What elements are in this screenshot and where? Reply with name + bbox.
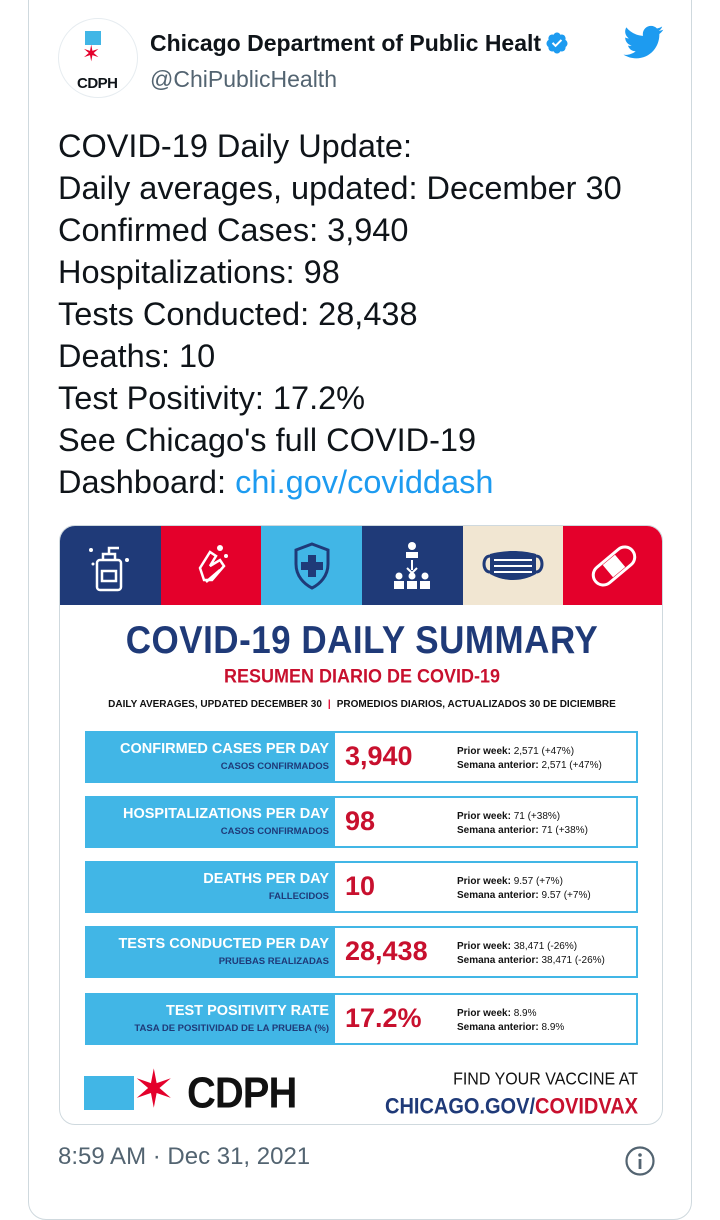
stat-value-box: 3,940 Prior week: 2,571 (+47%) Semana ant…	[335, 731, 638, 783]
updated-es: PROMEDIOS DIARIOS, ACTUALIZADOS 30 DE DI…	[336, 699, 616, 710]
stat-row-tests: TESTS CONDUCTED PER DAY PRUEBAS REALIZAD…	[85, 926, 638, 978]
vaccine-find-text: FIND YOUR VACCINE AT	[453, 1070, 638, 1089]
summary-title: COVID-19 DAILY SUMMARY	[125, 619, 599, 662]
tweet-media-image[interactable]: COVID-19 DAILY SUMMARY RESUMEN DIARIO DE…	[59, 525, 663, 1125]
dashboard-prefix: Dashboard:	[58, 464, 236, 500]
stat-label: DEATHS PER DAY	[203, 871, 329, 887]
avatar[interactable]: ✶ CDPH	[58, 18, 138, 98]
dashboard-link[interactable]: chi.gov/coviddash	[235, 464, 494, 500]
tweet-line: Test Positivity: 17.2%	[58, 380, 366, 416]
stat-label-box: CONFIRMED CASES PER DAY CASOS CONFIRMADO…	[85, 731, 335, 783]
bandage-icon	[563, 526, 662, 605]
stat-label-box: TEST POSITIVITY RATE TASA DE POSITIVIDAD…	[85, 993, 335, 1045]
avatar-flag-icon	[85, 31, 101, 45]
stat-sublabel: TASA DE POSITIVIDAD DE LA PRUEBA (%)	[134, 1023, 329, 1034]
avatar-text: CDPH	[77, 75, 118, 92]
stat-label: HOSPITALIZATIONS PER DAY	[123, 806, 329, 822]
stat-row-hospitalizations: HOSPITALIZATIONS PER DAY CASOS CONFIRMAD…	[85, 796, 638, 848]
stat-sublabel: CASOS CONFIRMADOS	[220, 761, 329, 772]
stat-value-box: 28,438 Prior week: 38,471 (-26%) Semana a…	[335, 926, 638, 978]
summary-updated-line: DAILY AVERAGES, UPDATED DECEMBER 30 | PROM…	[60, 699, 662, 710]
stat-sublabel: FALLECIDOS	[268, 891, 329, 902]
stat-row-deaths: DEATHS PER DAY FALLECIDOS 10 Prior week:…	[85, 861, 638, 913]
verified-badge-icon	[546, 32, 568, 54]
cdph-star-icon: ✶	[132, 1061, 176, 1119]
tweet-line: Daily averages, updated: December 30	[58, 170, 622, 206]
medical-cross-icon	[261, 526, 362, 605]
stat-value: 10	[345, 871, 376, 901]
vaccine-url: CHICAGO.GOV/COVIDVAX	[385, 1094, 638, 1120]
author-handle[interactable]: @ChiPublicHealth	[150, 66, 337, 92]
stat-value: 98	[345, 806, 376, 836]
social-distancing-icon	[361, 526, 463, 605]
stat-label: TESTS CONDUCTED PER DAY	[118, 936, 329, 952]
stat-value: 3,940	[345, 741, 413, 771]
tweet-line: See Chicago's full COVID-19	[58, 422, 477, 458]
stat-label-box: TESTS CONDUCTED PER DAY PRUEBAS REALIZAD…	[85, 926, 335, 978]
tweet-line: COVID-19 Daily Update:	[58, 128, 413, 164]
stat-prior: Prior week: 2,571 (+47%) Semana anterior:…	[457, 746, 602, 771]
icon-strip	[60, 526, 662, 605]
twitter-bird-icon[interactable]	[622, 22, 666, 62]
stat-sublabel: CASOS CONFIRMADOS	[220, 826, 329, 837]
tweet-header: ✶ CDPH Chicago Department of Public Heal…	[58, 18, 668, 108]
stat-label-box: DEATHS PER DAY FALLECIDOS	[85, 861, 335, 913]
hand-sanitizer-icon	[60, 526, 161, 605]
tweet-line: Confirmed Cases: 3,940	[58, 212, 409, 248]
cdph-logo-text: CDPH	[187, 1068, 297, 1118]
stat-row-positivity: TEST POSITIVITY RATE TASA DE POSITIVIDAD…	[85, 993, 638, 1045]
stat-row-cases: CONFIRMED CASES PER DAY CASOS CONFIRMADO…	[85, 731, 638, 783]
stat-value: 17.2%	[345, 1003, 422, 1033]
tweet-text: COVID-19 Daily Update: Daily averages, u…	[58, 125, 622, 503]
stat-value: 28,438	[345, 936, 428, 966]
updated-separator: |	[327, 699, 331, 710]
author-name[interactable]: Chicago Department of Public Healt	[150, 29, 542, 56]
stat-prior: Prior week: 71 (+38%) Semana anterior: 71…	[457, 811, 588, 836]
stat-label: TEST POSITIVITY RATE	[165, 1003, 329, 1019]
avatar-star-icon: ✶	[82, 41, 101, 66]
stat-prior: Prior week: 38,471 (-26%) Semana anterior…	[457, 941, 605, 966]
stat-label: CONFIRMED CASES PER DAY	[120, 741, 329, 757]
tweet-line: Hospitalizations: 98	[58, 254, 340, 290]
tweet-line: Deaths: 10	[58, 338, 216, 374]
face-mask-icon	[462, 526, 564, 605]
tweet-timestamp[interactable]: 8:59 AM · Dec 31, 2021	[58, 1143, 311, 1170]
stat-sublabel: PRUEBAS REALIZADAS	[218, 956, 329, 967]
hand-washing-icon	[160, 526, 262, 605]
stat-label-box: HOSPITALIZATIONS PER DAY CASOS CONFIRMAD…	[85, 796, 335, 848]
stat-value-box: 98 Prior week: 71 (+38%) Semana anterior:…	[335, 796, 638, 848]
stat-value-box: 10 Prior week: 9.57 (+7%) Semana anterior…	[335, 861, 638, 913]
tweet-line: Tests Conducted: 28,438	[58, 296, 418, 332]
stat-value-box: 17.2% Prior week: 8.9% Semana anterior: 8…	[335, 993, 638, 1045]
cdph-flag-icon	[84, 1076, 134, 1110]
info-icon[interactable]	[624, 1145, 656, 1177]
updated-en: DAILY AVERAGES, UPDATED DECEMBER 30	[108, 699, 322, 710]
stat-prior: Prior week: 9.57 (+7%) Semana anterior: 9…	[457, 876, 591, 901]
summary-subtitle: RESUMEN DIARIO DE COVID-19	[223, 664, 501, 687]
stat-prior: Prior week: 8.9% Semana anterior: 8.9%	[457, 1008, 565, 1033]
author-name-row[interactable]: Chicago Department of Public Healt	[150, 28, 569, 58]
tweet-line-last: Dashboard: chi.gov/coviddash	[58, 461, 622, 503]
